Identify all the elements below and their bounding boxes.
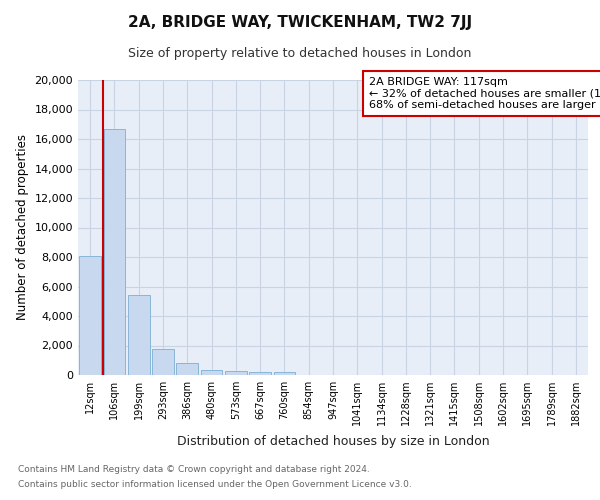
Bar xyxy=(104,128,125,375)
Text: Contains public sector information licensed under the Open Government Licence v3: Contains public sector information licen… xyxy=(18,480,412,489)
Bar xyxy=(128,296,149,375)
Bar xyxy=(152,349,174,375)
Bar xyxy=(249,372,271,375)
Bar xyxy=(176,363,198,375)
Text: Size of property relative to detached houses in London: Size of property relative to detached ho… xyxy=(128,48,472,60)
Bar xyxy=(274,372,295,375)
Bar xyxy=(79,256,101,375)
Text: Distribution of detached houses by size in London: Distribution of detached houses by size … xyxy=(176,435,490,448)
Bar xyxy=(225,370,247,375)
Text: Contains HM Land Registry data © Crown copyright and database right 2024.: Contains HM Land Registry data © Crown c… xyxy=(18,465,370,474)
Text: 2A BRIDGE WAY: 117sqm
← 32% of detached houses are smaller (10,496)
68% of semi-: 2A BRIDGE WAY: 117sqm ← 32% of detached … xyxy=(368,77,600,110)
Y-axis label: Number of detached properties: Number of detached properties xyxy=(16,134,29,320)
Text: 2A, BRIDGE WAY, TWICKENHAM, TW2 7JJ: 2A, BRIDGE WAY, TWICKENHAM, TW2 7JJ xyxy=(128,15,472,30)
Bar xyxy=(200,370,223,375)
